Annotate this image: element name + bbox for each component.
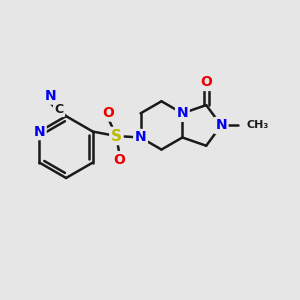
Text: CH₃: CH₃ xyxy=(247,120,269,130)
Text: N: N xyxy=(45,89,56,103)
Text: N: N xyxy=(34,124,45,139)
Text: C: C xyxy=(55,103,64,116)
Text: O: O xyxy=(102,106,114,120)
Text: O: O xyxy=(200,75,212,89)
Text: S: S xyxy=(111,128,122,143)
Text: N: N xyxy=(215,118,227,132)
Text: N: N xyxy=(135,130,146,145)
Text: O: O xyxy=(113,153,125,166)
Text: N: N xyxy=(177,106,188,120)
